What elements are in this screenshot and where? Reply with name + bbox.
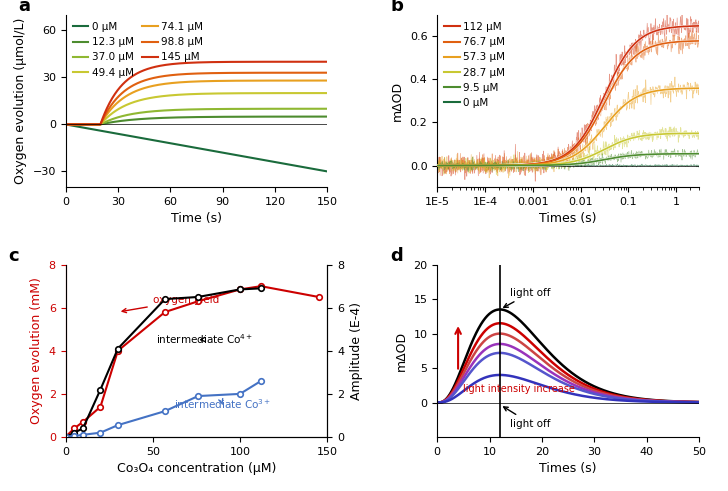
74.1 μM <box>203 78 212 84</box>
Y-axis label: Oxygen evolution (mM): Oxygen evolution (mM) <box>30 277 43 424</box>
Y-axis label: mΔOD: mΔOD <box>391 81 404 121</box>
37.0 μM <box>186 107 194 112</box>
49.4 μM <box>317 90 325 96</box>
12.3 μM <box>186 114 194 120</box>
145 μM <box>187 60 196 66</box>
98.8 μM <box>186 71 194 77</box>
98.8 μM <box>276 70 285 76</box>
37.0 μM <box>203 106 212 112</box>
12.3 μM <box>61 121 70 127</box>
Line: 74.1 μM: 74.1 μM <box>66 81 328 124</box>
0 μM <box>217 149 226 155</box>
98.8 μM <box>323 70 332 76</box>
Legend: 0 μM, 12.3 μM, 37.0 μM, 49.4 μM, 74.1 μM, 98.8 μM, 145 μM: 0 μM, 12.3 μM, 37.0 μM, 49.4 μM, 74.1 μM… <box>71 20 205 80</box>
Legend: 112 μM, 76.7 μM, 57.3 μM, 28.7 μM, 9.5 μM, 0 μM: 112 μM, 76.7 μM, 57.3 μM, 28.7 μM, 9.5 μ… <box>443 20 507 110</box>
37.0 μM <box>61 121 70 127</box>
49.4 μM <box>186 91 194 97</box>
Text: light off: light off <box>504 288 551 307</box>
Text: b: b <box>390 0 403 15</box>
Line: 98.8 μM: 98.8 μM <box>66 73 328 124</box>
12.3 μM <box>276 114 285 120</box>
Line: 37.0 μM: 37.0 μM <box>66 109 328 124</box>
37.0 μM <box>217 106 226 112</box>
74.1 μM <box>217 78 226 84</box>
49.4 μM <box>203 91 212 97</box>
145 μM <box>317 59 325 65</box>
Text: light off: light off <box>504 407 551 429</box>
145 μM <box>186 60 194 66</box>
12.3 μM <box>317 113 325 119</box>
74.1 μM <box>276 78 285 83</box>
98.8 μM <box>203 70 212 76</box>
Text: intermediate Co$^{4+}$: intermediate Co$^{4+}$ <box>157 332 253 346</box>
Line: 49.4 μM: 49.4 μM <box>66 93 328 124</box>
98.8 μM <box>187 71 196 77</box>
49.4 μM <box>187 91 196 97</box>
0 μM <box>323 168 332 174</box>
37.0 μM <box>187 107 196 112</box>
0 μM <box>317 167 325 173</box>
0 μM <box>187 144 196 150</box>
49.4 μM <box>323 90 332 96</box>
49.4 μM <box>61 121 70 127</box>
145 μM <box>61 121 70 127</box>
37.0 μM <box>323 106 332 111</box>
Line: 0 μM: 0 μM <box>66 124 328 171</box>
12.3 μM <box>323 113 332 119</box>
12.3 μM <box>203 114 212 120</box>
Line: 145 μM: 145 μM <box>66 62 328 124</box>
145 μM <box>276 59 285 65</box>
37.0 μM <box>317 106 325 111</box>
X-axis label: Times (s): Times (s) <box>539 462 597 475</box>
X-axis label: Times (s): Times (s) <box>539 213 597 225</box>
Text: d: d <box>390 247 403 265</box>
49.4 μM <box>217 90 226 96</box>
Y-axis label: Amplitude (E-4): Amplitude (E-4) <box>349 302 363 400</box>
Text: c: c <box>8 247 19 265</box>
Line: 12.3 μM: 12.3 μM <box>66 116 328 124</box>
74.1 μM <box>61 121 70 127</box>
98.8 μM <box>61 121 70 127</box>
12.3 μM <box>187 114 196 120</box>
X-axis label: Time (s): Time (s) <box>171 213 222 225</box>
0 μM <box>203 147 212 153</box>
74.1 μM <box>323 78 332 83</box>
98.8 μM <box>217 70 226 76</box>
74.1 μM <box>186 79 194 84</box>
74.1 μM <box>317 78 325 83</box>
Y-axis label: mΔOD: mΔOD <box>395 331 408 371</box>
0 μM <box>186 144 194 150</box>
0 μM <box>61 121 70 127</box>
Text: light intensity increase: light intensity increase <box>463 384 575 394</box>
0 μM <box>276 160 285 166</box>
145 μM <box>203 59 212 65</box>
Text: oxygen yield: oxygen yield <box>122 296 219 313</box>
Y-axis label: Oxygen evolution (μmol/L): Oxygen evolution (μmol/L) <box>14 18 27 184</box>
74.1 μM <box>187 79 196 84</box>
98.8 μM <box>317 70 325 76</box>
145 μM <box>217 59 226 65</box>
49.4 μM <box>276 90 285 96</box>
37.0 μM <box>276 106 285 112</box>
12.3 μM <box>217 114 226 120</box>
Text: intermediate Co$^{3+}$: intermediate Co$^{3+}$ <box>174 397 271 411</box>
145 μM <box>323 59 332 65</box>
X-axis label: Co₃O₄ concentration (μM): Co₃O₄ concentration (μM) <box>116 462 276 475</box>
Text: a: a <box>18 0 31 15</box>
